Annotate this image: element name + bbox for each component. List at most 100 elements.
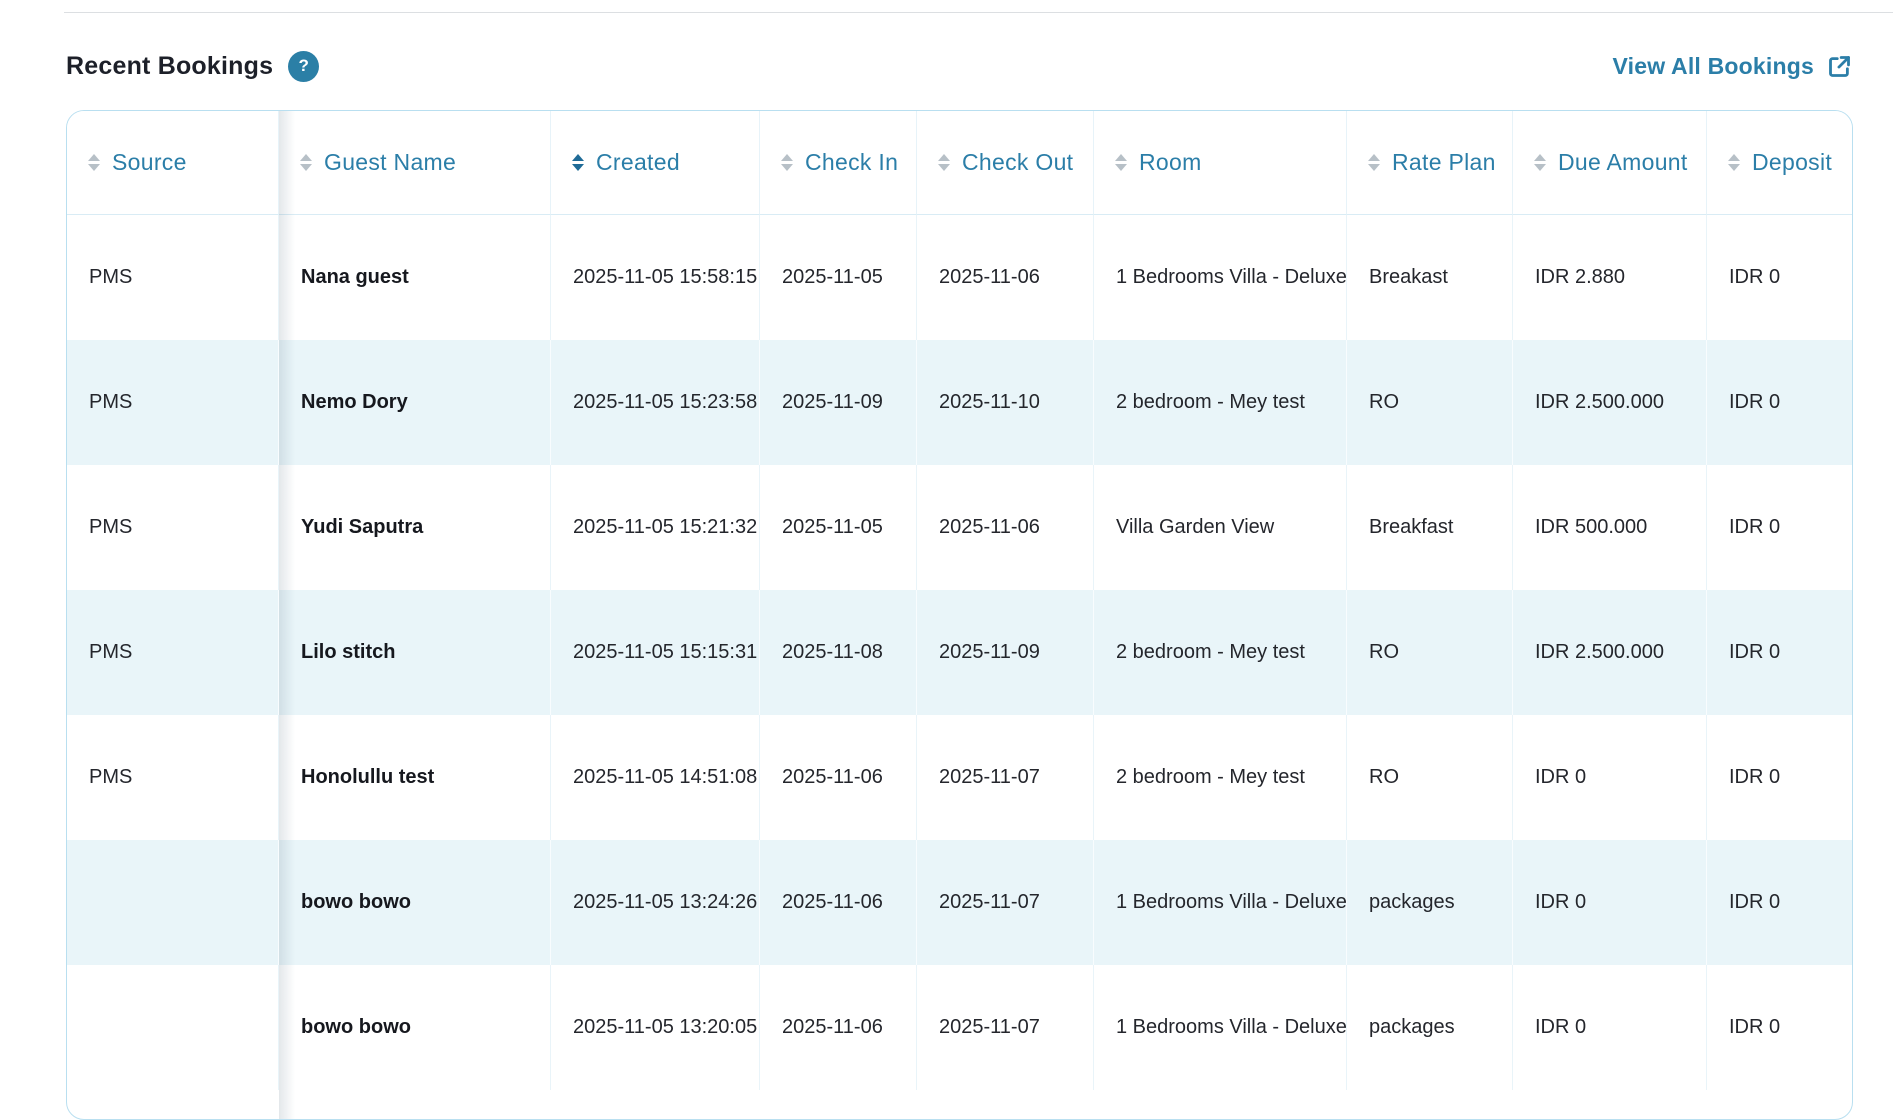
column-header-check_out[interactable]: Check Out [917,111,1094,215]
cell-room: 2 bedroom - Mey test [1094,340,1347,465]
view-all-bookings-link[interactable]: View All Bookings [1613,53,1854,80]
cell-guest_name: Yudi Saputra [279,465,551,590]
sort-icon [781,154,793,171]
cell-due_amount: IDR 2.500.000 [1513,590,1707,715]
page-title: Recent Bookings [66,51,274,80]
column-header-created[interactable]: Created [551,111,760,215]
cell-source: PMS [67,340,279,465]
cell-guest_name: bowo bowo [279,965,551,1090]
cell-deposit: IDR 0 [1729,1016,1781,1038]
cell-room: Villa Garden View [1094,465,1347,590]
booking-row[interactable]: bowo bowo 2025-11-05 13:24:26 2025-11-06 20… [67,840,1852,965]
cell-check_out: 2025-11-06 [917,215,1094,340]
cell-source: PMS [67,715,279,840]
cell-deposit: IDR 0 [1729,891,1781,913]
cell-deposit: IDR 0 [1729,641,1781,663]
cell-room: 1 Bedrooms Villa - Deluxe [1094,215,1347,340]
column-header-rate_plan[interactable]: Rate Plan [1347,111,1513,215]
cell-due_amount: IDR 2.880 [1513,215,1707,340]
cell-rate_plan: RO [1347,340,1513,465]
booking-row[interactable]: bowo bowo 2025-11-05 13:20:05 2025-11-06 20… [67,965,1852,1090]
cell-check_in: 2025-11-06 [760,840,917,965]
column-header-deposit[interactable]: Deposit [1707,111,1852,215]
cell-check_out: 2025-11-09 [917,590,1094,715]
cell-deposit: IDR 0 [1729,266,1781,288]
column-label: Source [112,149,187,175]
cell-check_out: 2025-11-07 [917,715,1094,840]
cell-guest_name: bowo bowo [279,840,551,965]
cell-rate_plan: RO [1347,590,1513,715]
column-label: Deposit [1752,149,1833,175]
cell-check_out: 2025-11-06 [917,465,1094,590]
top-divider [64,12,1893,13]
cell-rate_plan: packages [1347,965,1513,1090]
table-body: PMS Nana guest 2025-11-05 15:58:15 2025-11-… [67,215,1852,1090]
cell-due_amount: IDR 0 [1513,715,1707,840]
column-label: Guest Name [324,149,457,175]
booking-row[interactable]: PMS Nana guest 2025-11-05 15:58:15 2025-11-… [67,215,1852,340]
cell-source: PMS [67,465,279,590]
bookings-table: Source Guest Name Created Check In Check Out… [67,111,1852,1090]
cell-source: PMS [67,590,279,715]
cell-rate_plan: RO [1347,715,1513,840]
cell-created: 2025-11-05 13:20:05 [551,965,760,1090]
cell-guest_name: Nemo Dory [279,340,551,465]
column-label: Check Out [962,149,1074,175]
title-wrap: Recent Bookings ? [66,50,320,82]
column-header-check_in[interactable]: Check In [760,111,917,215]
cell-source: PMS [67,215,279,340]
cell-check_in: 2025-11-05 [760,465,917,590]
cell-deposit: IDR 0 [1729,391,1781,413]
sort-icon [572,154,584,171]
column-label: Check In [805,149,899,175]
cell-deposit: IDR 0 [1729,516,1781,538]
column-label: Room [1139,149,1202,175]
cell-check_out: 2025-11-10 [917,340,1094,465]
booking-row[interactable]: PMS Honolullu test 2025-11-05 14:51:08 2025… [67,715,1852,840]
cell-due_amount: IDR 2.500.000 [1513,340,1707,465]
booking-row[interactable]: PMS Nemo Dory 2025-11-05 15:23:58 2025-11-0… [67,340,1852,465]
cell-created: 2025-11-05 13:24:26 [551,840,760,965]
cell-due_amount: IDR 0 [1513,840,1707,965]
cell-rate_plan: Breakfast [1347,465,1513,590]
cell-rate_plan: packages [1347,840,1513,965]
column-header-guest_name[interactable]: Guest Name [279,111,551,215]
booking-row[interactable]: PMS Lilo stitch 2025-11-05 15:15:31 2025-11… [67,590,1852,715]
column-label: Rate Plan [1392,149,1496,175]
column-header-room[interactable]: Room [1094,111,1347,215]
cell-room: 2 bedroom - Mey test [1094,590,1347,715]
cell-guest_name: Honolullu test [279,715,551,840]
section-header: Recent Bookings ? View All Bookings [66,44,1853,88]
cell-source [67,965,279,1090]
cell-created: 2025-11-05 15:15:31 [551,590,760,715]
cell-created: 2025-11-05 15:58:15 [551,215,760,340]
cell-check_in: 2025-11-05 [760,215,917,340]
sort-icon [1115,154,1127,171]
column-label: Created [596,149,680,175]
cell-check_out: 2025-11-07 [917,965,1094,1090]
cell-check_in: 2025-11-08 [760,590,917,715]
cell-check_in: 2025-11-06 [760,965,917,1090]
cell-deposit: IDR 0 [1729,766,1781,788]
sort-icon [88,154,100,171]
help-icon[interactable]: ? [288,50,320,82]
cell-room: 1 Bedrooms Villa - Deluxe [1094,965,1347,1090]
sort-icon [300,154,312,171]
sort-icon [1728,154,1740,171]
cell-guest_name: Nana guest [279,215,551,340]
cell-rate_plan: Breakast [1347,215,1513,340]
cell-due_amount: IDR 500.000 [1513,465,1707,590]
booking-row[interactable]: PMS Yudi Saputra 2025-11-05 15:21:32 2025-1… [67,465,1852,590]
cell-source [67,840,279,965]
sort-icon [1534,154,1546,171]
column-header-source[interactable]: Source [67,111,279,215]
table-header-row: Source Guest Name Created Check In Check Out… [67,111,1852,215]
cell-created: 2025-11-05 14:51:08 [551,715,760,840]
column-header-due_amount[interactable]: Due Amount [1513,111,1707,215]
recent-bookings-card: Source Guest Name Created Check In Check Out… [66,110,1853,1120]
table-header: Source Guest Name Created Check In Check Out… [67,111,1852,215]
sort-icon [1368,154,1380,171]
cell-due_amount: IDR 0 [1513,965,1707,1090]
cell-check_out: 2025-11-07 [917,840,1094,965]
cell-created: 2025-11-05 15:21:32 [551,465,760,590]
